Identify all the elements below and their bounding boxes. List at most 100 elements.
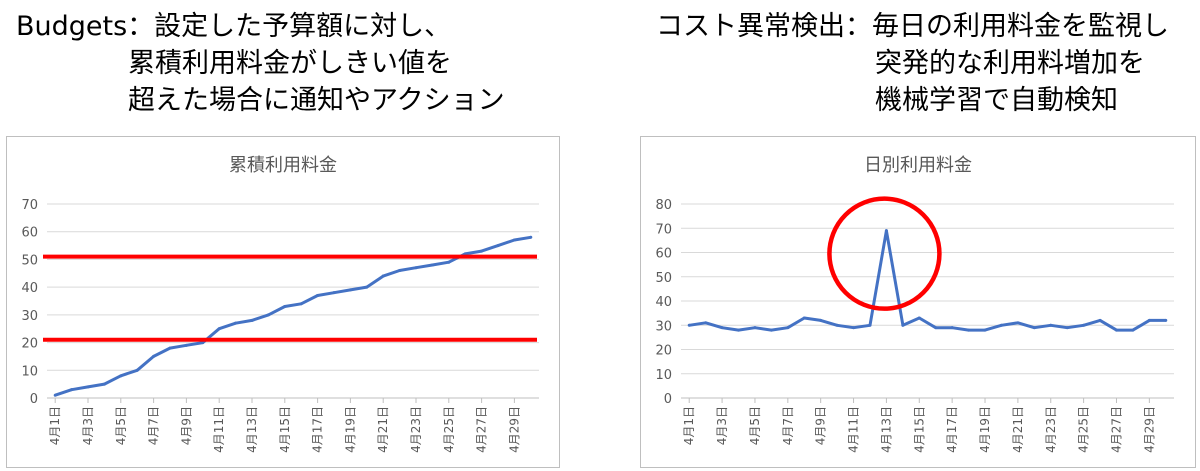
anomaly-caption-line-1: コスト異常検出：毎日の利用料金を監視し	[656, 11, 1169, 42]
data-point	[967, 328, 971, 332]
data-point	[1147, 318, 1151, 322]
data-point	[704, 321, 708, 325]
x-tick-label: 4月29日	[1142, 406, 1156, 453]
y-tick-label: 80	[655, 198, 672, 213]
x-tick-label: 4月1日	[48, 406, 62, 445]
x-tick-label: 4月19日	[978, 406, 992, 453]
x-tick-label: 4月15日	[912, 406, 926, 453]
anomaly-caption-line-2: 突発的な利用料増加を	[875, 48, 1145, 79]
x-tick-label: 4月27日	[475, 406, 489, 453]
x-tick-label: 4月21日	[1011, 406, 1025, 453]
data-point	[102, 382, 106, 386]
budgets-caption-line-1: Budgets：設定した予算額に対し、	[16, 11, 452, 42]
data-point	[70, 388, 74, 392]
x-tick-label: 4月3日	[81, 406, 95, 445]
y-tick-label: 20	[21, 337, 38, 352]
data-point	[1065, 326, 1069, 330]
data-point	[266, 313, 270, 317]
x-tick-label: 4月17日	[945, 406, 959, 453]
data-point	[1098, 318, 1102, 322]
data-point	[299, 302, 303, 306]
x-tick-label: 4月15日	[278, 406, 292, 453]
data-point	[447, 260, 451, 264]
data-point	[1082, 323, 1086, 327]
budgets-caption-line-3: 超えた場合に通知やアクション	[128, 85, 505, 116]
data-point	[1114, 328, 1118, 332]
x-tick-label: 4月27日	[1109, 406, 1123, 453]
data-point	[769, 328, 773, 332]
y-tick-label: 70	[21, 198, 38, 213]
x-tick-label: 4月13日	[879, 406, 893, 453]
x-tick-label: 4月23日	[409, 406, 423, 453]
data-point	[283, 305, 287, 309]
data-point	[687, 323, 691, 327]
x-tick-label: 4月11日	[212, 406, 226, 453]
y-tick-label: 50	[21, 253, 38, 268]
x-tick-label: 4月1日	[682, 406, 696, 445]
x-tick-label: 4月7日	[781, 406, 795, 445]
anomaly-detection-caption: コスト異常検出：毎日の利用料金を監視し 突発的な利用料増加を 機械学習で自動検知	[656, 8, 1169, 119]
data-point	[917, 316, 921, 320]
x-tick-label: 4月13日	[245, 406, 259, 453]
x-tick-label: 4月9日	[814, 406, 828, 445]
series-line	[54, 235, 532, 397]
y-tick-label: 60	[21, 226, 38, 241]
x-tick-label: 4月21日	[376, 406, 390, 453]
x-tick-label: 4月5日	[114, 406, 128, 445]
data-point	[884, 229, 888, 233]
y-tick-label: 0	[664, 392, 672, 407]
x-tick-label: 4月29日	[507, 406, 521, 453]
data-point	[316, 293, 320, 297]
data-point	[184, 343, 188, 347]
data-point	[1016, 321, 1020, 325]
y-tick-label: 0	[30, 392, 38, 407]
cumulative-cost-chart-svg: 累積利用料金 0 10 20 30 40 50 60 70 4月1日 4月3日 4月5日 4月7日 4月9…	[21, 155, 539, 453]
data-point	[217, 327, 221, 331]
data-point	[950, 326, 954, 330]
data-point	[868, 323, 872, 327]
data-point	[365, 285, 369, 289]
y-tick-label: 30	[655, 319, 672, 334]
data-point	[1164, 318, 1168, 322]
data-point	[480, 249, 484, 253]
y-tick-label: 20	[655, 344, 672, 359]
x-tick-label: 4月19日	[343, 406, 357, 453]
data-point	[332, 291, 336, 295]
data-point	[737, 328, 741, 332]
data-point	[999, 323, 1003, 327]
data-point	[1131, 328, 1135, 332]
data-point	[983, 328, 987, 332]
data-point	[786, 326, 790, 330]
daily-cost-chart-svg: 日別利用料金 0 10 20 30 40 50 60 70 80 4月1日 4月3日 4月5日 4月7日 4…	[655, 155, 1174, 453]
data-point	[398, 269, 402, 273]
data-point	[852, 326, 856, 330]
data-point	[234, 321, 238, 325]
data-point	[934, 326, 938, 330]
daily-cost-chart: 日別利用料金 0 10 20 30 40 50 60 70 80 4月1日 4月3日 4月5日 4月7日 4…	[640, 136, 1196, 468]
anomaly-highlight-circle	[827, 196, 942, 311]
data-point	[835, 323, 839, 327]
x-tick-label: 4月23日	[1044, 406, 1058, 453]
chart-title: 累積利用料金	[229, 155, 337, 176]
chart-title: 日別利用料金	[864, 155, 972, 176]
data-point	[135, 368, 139, 372]
anomaly-caption-line-3: 機械学習で自動検知	[875, 85, 1118, 116]
data-point	[463, 252, 467, 256]
data-point	[250, 318, 254, 322]
series-line	[688, 229, 1166, 332]
data-point	[753, 326, 757, 330]
y-tick-label: 10	[655, 368, 672, 383]
budgets-caption-line-2: 累積利用料金がしきい値を	[128, 48, 452, 79]
data-point	[119, 374, 123, 378]
data-point	[720, 326, 724, 330]
y-tick-label: 30	[21, 309, 38, 324]
data-point	[529, 235, 533, 239]
data-point	[802, 316, 806, 320]
y-tick-label: 40	[21, 281, 38, 296]
y-tick-label: 60	[655, 247, 672, 262]
data-point	[430, 263, 434, 267]
data-point	[901, 323, 905, 327]
y-tick-label: 70	[655, 222, 672, 237]
data-point	[414, 266, 418, 270]
x-tick-label: 4月25日	[1077, 406, 1091, 453]
